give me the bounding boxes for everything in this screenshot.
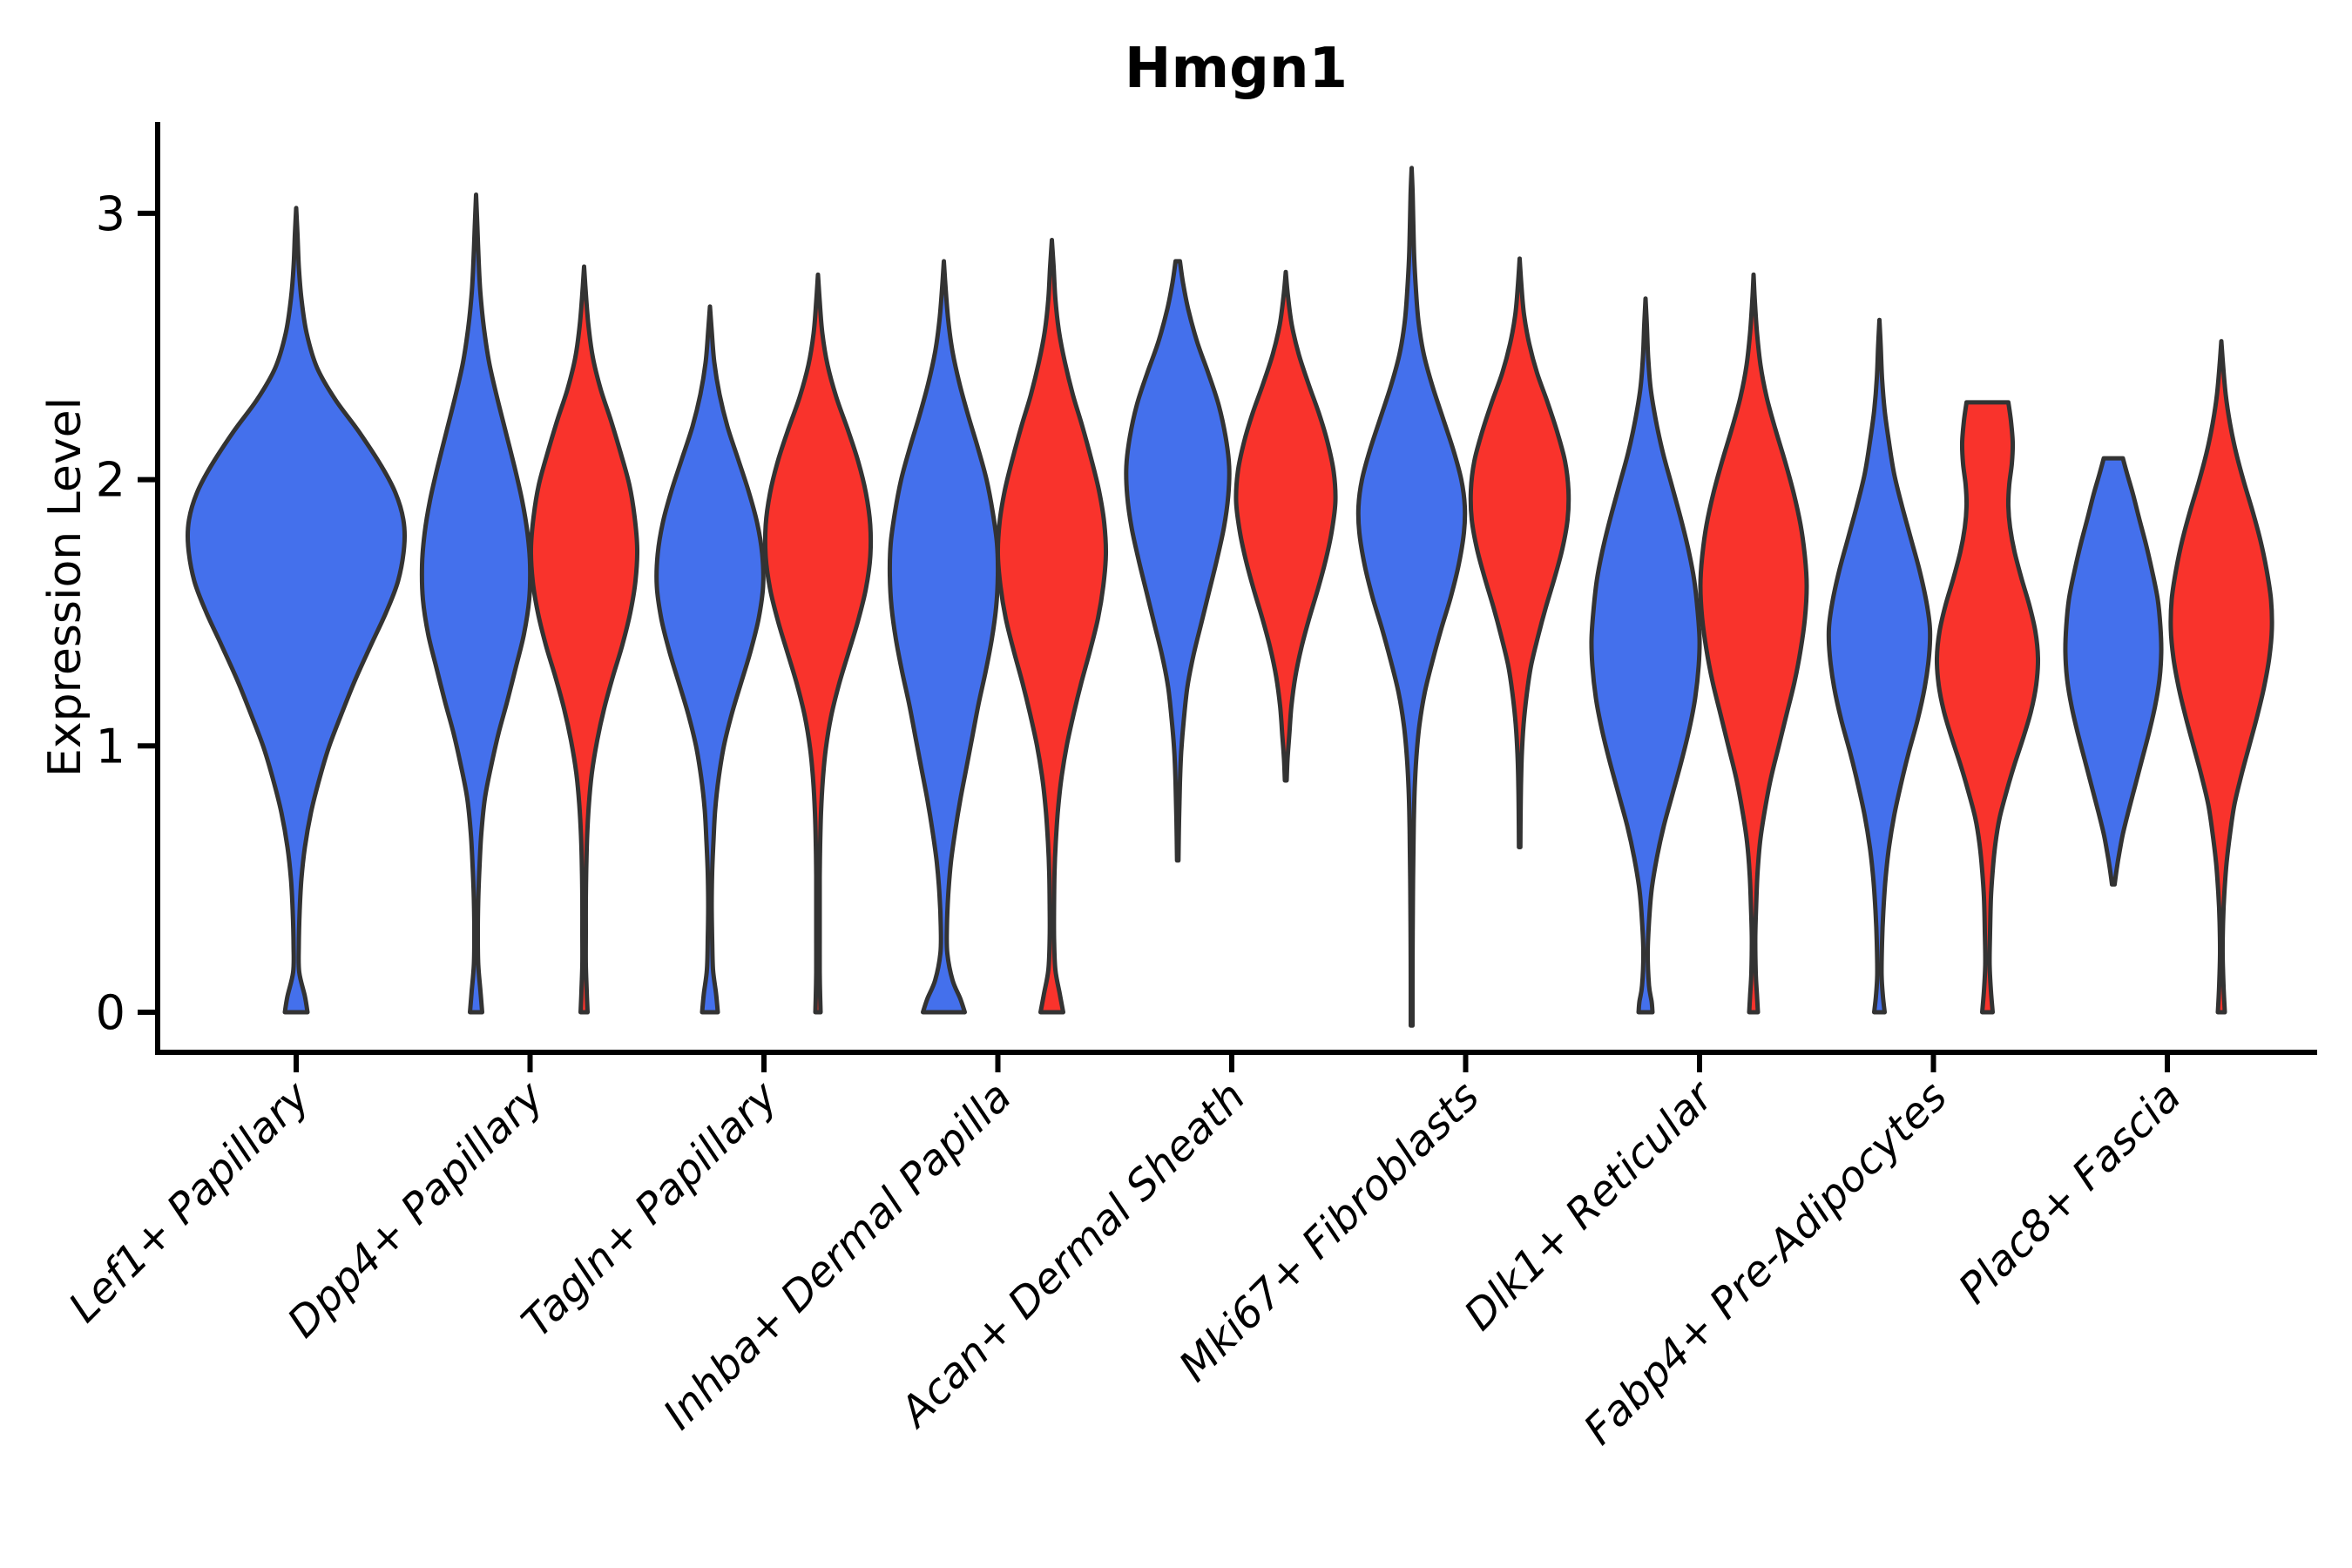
violin-dpp4-papillary-a [419, 193, 533, 1015]
x-tick-label-plac8-fascia: Plac8+ Fascia [1950, 1072, 2191, 1314]
violin-mki67-fibroblasts-b [1468, 256, 1571, 849]
violin-plac8-fascia-b [2168, 339, 2274, 1015]
x-tick-label-lef1-papillary: Lef1+ Papillary [59, 1071, 320, 1332]
y-axis-label: Expression Level [39, 397, 91, 777]
violin-acan-dermal-sheath-b [1233, 269, 1338, 783]
violin-tagln-papillary-b [762, 272, 874, 1015]
y-tick-label: 0 [96, 985, 125, 1040]
violin-mki67-fibroblasts-a [1355, 166, 1468, 1028]
violin-inhba-dermal-papilla-a [887, 259, 1001, 1015]
x-tick-label-dlk1-reticular: Dlk1+ Reticular [1455, 1071, 1725, 1341]
violin-dlk1-reticular-a [1589, 296, 1702, 1015]
chart-title: Hmgn1 [1125, 37, 1348, 101]
violin-fabp4-pre-adipocytes-a [1826, 317, 1933, 1015]
x-tick-label-tagln-papillary: Tagln+ Papillary [512, 1071, 787, 1347]
y-axis-ticks: 0 1 2 3 [96, 186, 155, 1040]
violin-plac8-fascia-a [2063, 456, 2164, 887]
y-tick-label: 2 [96, 453, 125, 508]
violin-acan-dermal-sheath-a [1124, 259, 1232, 863]
violin-tagln-papillary-a [654, 304, 766, 1015]
violin-fabp4-pre-adipocytes-b [1934, 400, 2041, 1015]
x-tick-label-dpp4-papillary: Dpp4+ Papillary [278, 1071, 553, 1347]
violin-group [185, 166, 2274, 1028]
y-tick-label: 1 [96, 719, 125, 774]
violin-inhba-dermal-papilla-b [995, 238, 1109, 1015]
violin-lef1-papillary-a [185, 206, 408, 1015]
axes-spines [155, 122, 2317, 1055]
violin-dpp4-papillary-b [528, 264, 640, 1015]
y-tick-label: 3 [96, 186, 125, 241]
violin-dlk1-reticular-b [1698, 272, 1809, 1015]
